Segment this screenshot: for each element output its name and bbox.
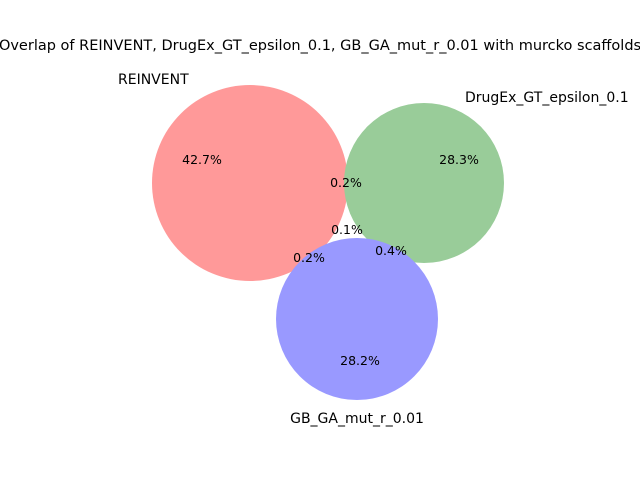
diagram-title: Overlap of REINVENT, DrugEx_GT_epsilon_0… [0,38,640,54]
set-label-reinvent: REINVENT [118,72,189,88]
region-label-gbga-only: 28.2% [340,353,380,368]
region-label-drugex-gbga: 0.4% [375,243,407,258]
set-circle-reinvent [152,85,348,281]
set-label-gbga: GB_GA_mut_r_0.01 [290,411,424,427]
region-label-reinvent-only: 42.7% [182,152,222,167]
region-label-all-three: 0.1% [331,222,363,237]
set-circle-drugex [344,103,504,263]
set-circle-gbga [276,238,438,400]
set-label-drugex: DrugEx_GT_epsilon_0.1 [465,90,629,106]
region-label-reinvent-drugex: 0.2% [330,175,362,190]
region-label-drugex-only: 28.3% [439,152,479,167]
region-label-reinvent-gbga: 0.2% [293,250,325,265]
